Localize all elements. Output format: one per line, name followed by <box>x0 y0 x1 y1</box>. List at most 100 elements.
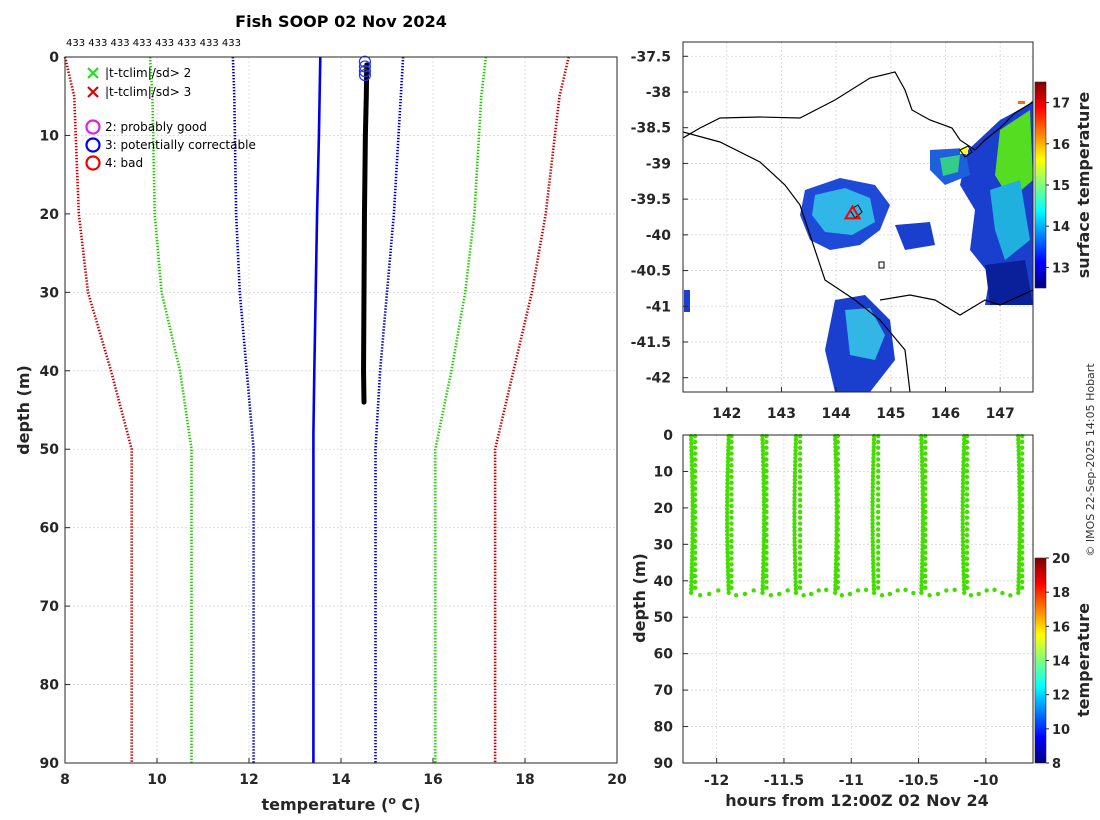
timeseries-point <box>920 535 925 541</box>
timeseries-point <box>1016 583 1021 588</box>
map-colorbar-label: surface temperature <box>1074 92 1093 279</box>
credit-text: © IMOS 22-Sep-2025 14:05 Hobart <box>1084 363 1097 557</box>
timeseries-point <box>792 535 797 541</box>
timeseries-point <box>871 444 876 450</box>
sst-patch-east-mid <box>990 180 1030 260</box>
timeseries-point <box>961 463 966 468</box>
timeseries-point <box>760 576 766 581</box>
timeseries-point <box>797 480 803 485</box>
timeseries-point <box>760 448 766 453</box>
timeseries-point <box>792 543 797 548</box>
legend-label: 2: probably good <box>105 120 207 134</box>
timeseries-point <box>792 499 797 504</box>
timeseries-point <box>689 466 695 472</box>
timeseries-point <box>742 591 748 597</box>
timeseries-point <box>761 477 766 483</box>
timeseries-point <box>1016 448 1021 453</box>
profile-series-clim-mean <box>312 56 322 763</box>
timeseries-point <box>729 573 734 579</box>
timeseries-point <box>835 445 841 450</box>
map-ytick-label: -38.5 <box>631 121 671 137</box>
profile-ytick-label: 0 <box>49 50 59 66</box>
timeseries-point <box>919 583 924 588</box>
timeseries-point <box>792 528 797 534</box>
timeseries-point <box>764 463 769 468</box>
timeseries-point <box>764 533 769 538</box>
timeseries-point <box>729 538 734 544</box>
map-xtick-label: 145 <box>876 406 905 422</box>
timeseries-point <box>964 521 970 526</box>
profile-flagged-points <box>358 55 372 82</box>
timeseries-xtick-label: -10.5 <box>898 773 938 789</box>
timeseries-point <box>793 586 799 592</box>
timeseries-point <box>871 576 876 581</box>
timeseries-point <box>964 439 970 445</box>
timeseries-point <box>689 572 694 577</box>
timeseries-point <box>793 455 798 461</box>
timeseries-point <box>923 509 928 515</box>
profile-ytick-label: 10 <box>40 128 60 144</box>
timeseries-point <box>919 459 925 464</box>
timeseries-point <box>1017 535 1022 541</box>
timeseries-point <box>726 448 731 453</box>
coastline-sa-shelf <box>683 131 911 392</box>
map-ytick-label: -39.5 <box>631 192 671 208</box>
timeseries-point <box>768 593 774 598</box>
timeseries-point <box>1020 585 1025 590</box>
timeseries-point <box>875 498 881 503</box>
timeseries-point <box>793 576 798 581</box>
coastline-victoria <box>683 71 1033 151</box>
timeseries-point <box>870 481 876 486</box>
timeseries-point <box>725 492 730 497</box>
timeseries-point <box>690 506 695 512</box>
map-xtick-label: 147 <box>986 406 1015 422</box>
legend-marker-circle <box>85 137 101 153</box>
timeseries-point <box>960 517 965 523</box>
timeseries-point <box>1016 572 1022 577</box>
timeseries-point <box>875 533 881 538</box>
timeseries-point <box>692 480 698 485</box>
legend-marker-x <box>87 86 99 98</box>
timeseries-point <box>923 521 928 526</box>
timeseries-point <box>729 544 734 550</box>
timeseries-point <box>964 550 970 555</box>
timeseries-point <box>729 480 734 485</box>
map-colorbar-ticks: 13 14 15 16 17 <box>1046 97 1070 276</box>
timeseries-point <box>923 486 928 491</box>
timeseries-point <box>1020 533 1025 538</box>
timeseries-point <box>797 568 803 573</box>
timeseries-point <box>961 561 966 566</box>
timeseries-point <box>923 550 928 555</box>
timeseries-point <box>688 590 694 596</box>
timeseries-point <box>960 550 966 555</box>
timeseries-point <box>792 525 797 530</box>
timeseries-point <box>801 593 806 598</box>
timeseries-point <box>1020 498 1025 503</box>
timeseries-point <box>729 521 734 526</box>
timeseries-point <box>689 459 695 464</box>
timeseries-point <box>797 468 803 474</box>
timeseries-point <box>835 585 841 590</box>
timeseries-point <box>692 503 698 509</box>
timeseries-point <box>835 527 841 532</box>
timeseries-point <box>690 535 695 541</box>
timeseries-point <box>870 499 875 504</box>
timeseries-point <box>1020 486 1025 491</box>
timeseries-point <box>871 565 876 570</box>
timeseries-point <box>689 565 695 570</box>
sst-field <box>684 100 1033 392</box>
timeseries-point <box>835 451 841 456</box>
timeseries-point <box>1020 439 1025 445</box>
timeseries-point <box>903 587 908 593</box>
timeseries-point <box>919 463 925 468</box>
timeseries-point <box>797 498 803 503</box>
timeseries-point <box>797 521 803 526</box>
timeseries-point <box>870 546 876 552</box>
timeseries-point <box>835 533 841 538</box>
timeseries-point <box>923 585 928 590</box>
timeseries-point <box>692 544 698 550</box>
timeseries-ytick-label: 50 <box>654 610 674 626</box>
timeseries-point <box>835 498 841 503</box>
timeseries-point <box>764 544 769 550</box>
timeseries-point <box>729 503 734 509</box>
